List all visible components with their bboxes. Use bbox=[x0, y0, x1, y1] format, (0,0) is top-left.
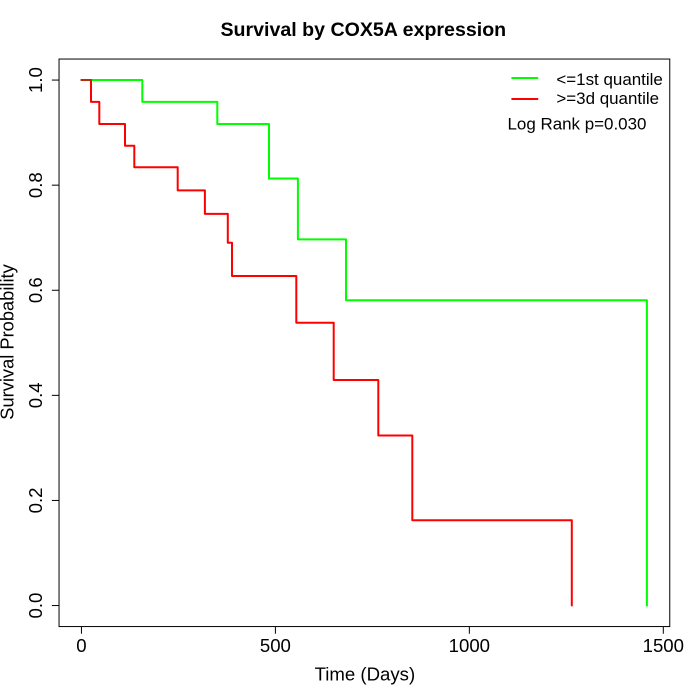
svg-text:Survival by COX5A expression: Survival by COX5A expression bbox=[220, 19, 506, 41]
svg-text:500: 500 bbox=[260, 635, 291, 656]
svg-text:1500: 1500 bbox=[643, 635, 684, 656]
svg-text:0.2: 0.2 bbox=[25, 488, 46, 514]
svg-text:Log Rank p=0.030: Log Rank p=0.030 bbox=[508, 115, 647, 134]
svg-text:1.0: 1.0 bbox=[25, 67, 46, 93]
svg-text:0: 0 bbox=[76, 635, 86, 656]
svg-text:0.0: 0.0 bbox=[25, 593, 46, 619]
svg-text:<=1st quantile: <=1st quantile bbox=[556, 70, 662, 89]
svg-text:0.4: 0.4 bbox=[25, 382, 46, 408]
svg-text:1000: 1000 bbox=[449, 635, 490, 656]
svg-text:>=3d quantile: >=3d quantile bbox=[556, 89, 659, 108]
svg-text:Time (Days): Time (Days) bbox=[315, 664, 416, 685]
svg-text:0.6: 0.6 bbox=[25, 277, 46, 303]
svg-text:0.8: 0.8 bbox=[25, 172, 46, 198]
svg-text:Survival Probability: Survival Probability bbox=[0, 263, 17, 419]
